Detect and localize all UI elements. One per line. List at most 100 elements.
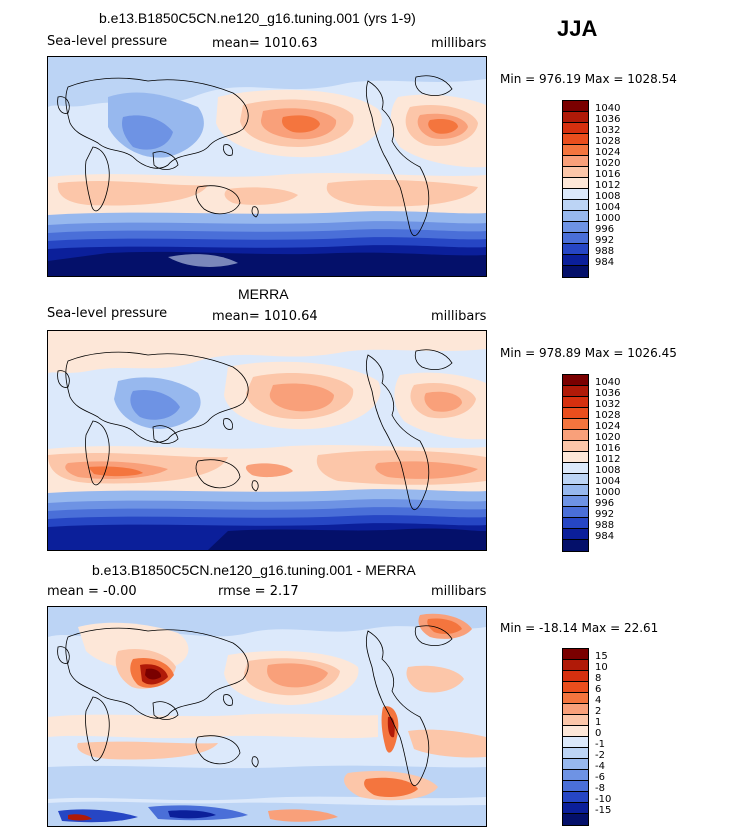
colorbar-tick-label: -1 bbox=[595, 739, 605, 750]
panel2-swatch bbox=[563, 430, 588, 441]
panel3-minmax: Min = -18.14 Max = 22.61 bbox=[500, 621, 659, 635]
colorbar-tick-label: 1008 bbox=[595, 465, 621, 476]
panel1-swatch bbox=[563, 189, 588, 200]
colorbar-tick-label: -15 bbox=[595, 805, 612, 816]
panel3-swatch bbox=[563, 649, 588, 660]
colorbar-tick-label: 1028 bbox=[595, 410, 621, 421]
season-label: JJA bbox=[557, 16, 598, 41]
panel3-colorbar bbox=[562, 648, 589, 826]
panel1-swatch bbox=[563, 266, 588, 277]
panel3-swatch bbox=[563, 660, 588, 671]
panel1-swatch bbox=[563, 156, 588, 167]
colorbar-tick-label: 988 bbox=[595, 246, 615, 257]
colorbar-tick-label: 1024 bbox=[595, 147, 621, 158]
panel2-swatch bbox=[563, 529, 588, 540]
panel1-swatch bbox=[563, 167, 588, 178]
panel1-swatch bbox=[563, 101, 588, 112]
colorbar-tick-label: -4 bbox=[595, 761, 605, 772]
colorbar-tick-label: 2 bbox=[595, 706, 602, 717]
panel2-swatch bbox=[563, 496, 588, 507]
panel1-units-label: millibars bbox=[431, 36, 487, 51]
panel1-variable-label: Sea-level pressure bbox=[47, 34, 168, 49]
panel1-map bbox=[47, 56, 487, 277]
colorbar-tick-label: 1000 bbox=[595, 213, 621, 224]
colorbar-tick-label: 996 bbox=[595, 224, 615, 235]
panel3-swatch bbox=[563, 693, 588, 704]
colorbar-tick-label: -8 bbox=[595, 783, 605, 794]
colorbar-tick-label: -2 bbox=[595, 750, 605, 761]
colorbar-tick-label: 1012 bbox=[595, 454, 621, 465]
panel1-swatch bbox=[563, 123, 588, 134]
panel3-swatch bbox=[563, 814, 588, 825]
panel2-swatch bbox=[563, 375, 588, 386]
colorbar-tick-label: 988 bbox=[595, 520, 615, 531]
panel2-map bbox=[47, 330, 487, 551]
panel1-colorbar bbox=[562, 100, 589, 278]
panel3-swatch bbox=[563, 759, 588, 770]
panel2-units-label: millibars bbox=[431, 309, 487, 324]
panel1-minmax: Min = 976.19 Max = 1028.54 bbox=[500, 72, 677, 86]
panel3-map bbox=[47, 606, 487, 827]
colorbar-tick-label: 1016 bbox=[595, 169, 621, 180]
colorbar-tick-label: 1040 bbox=[595, 377, 621, 388]
panel2-swatch bbox=[563, 386, 588, 397]
panel2-swatch bbox=[563, 485, 588, 496]
panel3-title: b.e13.B1850C5CN.ne120_g16.tuning.001 - M… bbox=[92, 562, 416, 578]
panel1-swatch bbox=[563, 112, 588, 123]
panel1-swatch bbox=[563, 211, 588, 222]
panel2-swatch bbox=[563, 452, 588, 463]
colorbar-tick-label: 1020 bbox=[595, 158, 621, 169]
panel2-variable-label: Sea-level pressure bbox=[47, 306, 168, 321]
panel3-swatch bbox=[563, 792, 588, 803]
colorbar-tick-label: 1032 bbox=[595, 399, 621, 410]
panel2-swatch bbox=[563, 419, 588, 430]
colorbar-tick-label: 984 bbox=[595, 531, 615, 542]
panel3-mean-label: mean = -0.00 bbox=[47, 584, 137, 599]
panel1-swatch bbox=[563, 233, 588, 244]
colorbar-tick-label: 1040 bbox=[595, 103, 621, 114]
panel2-swatch bbox=[563, 540, 588, 551]
panel1-swatch bbox=[563, 255, 588, 266]
panel3-units-label: millibars bbox=[431, 584, 487, 599]
colorbar-tick-label: 996 bbox=[595, 498, 615, 509]
colorbar-tick-label: 1036 bbox=[595, 388, 621, 399]
panel2-swatch bbox=[563, 474, 588, 485]
colorbar-tick-label: 0 bbox=[595, 728, 602, 739]
panel3-swatch bbox=[563, 726, 588, 737]
panel3-swatch bbox=[563, 737, 588, 748]
panel2-minmax: Min = 978.89 Max = 1026.45 bbox=[500, 346, 677, 360]
colorbar-tick-label: 4 bbox=[595, 695, 602, 706]
panel2-swatch bbox=[563, 463, 588, 474]
panel2-colorbar bbox=[562, 374, 589, 552]
colorbar-tick-label: 1 bbox=[595, 717, 602, 728]
colorbar-tick-label: 1004 bbox=[595, 202, 621, 213]
panel2-swatch bbox=[563, 397, 588, 408]
colorbar-tick-label: 15 bbox=[595, 651, 608, 662]
panel1-swatch bbox=[563, 145, 588, 156]
colorbar-tick-label: 1000 bbox=[595, 487, 621, 498]
panel1-swatch bbox=[563, 178, 588, 189]
panel3-swatch bbox=[563, 781, 588, 792]
colorbar-tick-label: 1012 bbox=[595, 180, 621, 191]
panel3-difference-field bbox=[48, 607, 486, 826]
panel1-swatch bbox=[563, 134, 588, 145]
colorbar-tick-label: -6 bbox=[595, 772, 605, 783]
panel3-swatch bbox=[563, 748, 588, 759]
panel1-title: b.e13.B1850C5CN.ne120_g16.tuning.001 (yr… bbox=[99, 10, 416, 26]
colorbar-tick-label: 1004 bbox=[595, 476, 621, 487]
panel3-swatch bbox=[563, 803, 588, 814]
colorbar-tick-label: 8 bbox=[595, 673, 602, 684]
panel2-swatch bbox=[563, 441, 588, 452]
colorbar-tick-label: 984 bbox=[595, 257, 615, 268]
colorbar-tick-label: 1024 bbox=[595, 421, 621, 432]
panel2-swatch bbox=[563, 507, 588, 518]
panel2-slp-field bbox=[48, 331, 486, 550]
panel2-swatch bbox=[563, 518, 588, 529]
colorbar-tick-label: 1020 bbox=[595, 432, 621, 443]
colorbar-tick-label: 10 bbox=[595, 662, 608, 673]
panel2-title: MERRA bbox=[238, 286, 289, 302]
colorbar-tick-label: -10 bbox=[595, 794, 612, 805]
colorbar-tick-label: 1036 bbox=[595, 114, 621, 125]
panel1-swatch bbox=[563, 244, 588, 255]
colorbar-tick-label: 1028 bbox=[595, 136, 621, 147]
